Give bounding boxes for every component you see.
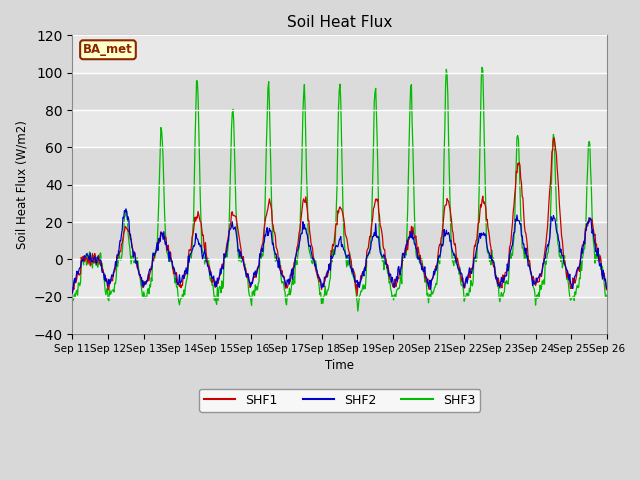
SHF3: [68, 291, 76, 297]
Line: SHF2: SHF2: [72, 209, 607, 293]
SHF1: [550, 135, 558, 141]
SHF1: [68, 290, 76, 296]
SHF3: [421, 279, 429, 285]
Bar: [72, 297, 607, 334]
Bar: [72, 72, 607, 110]
SHF3: [354, 308, 362, 314]
SHF2: [405, 234, 413, 240]
SHF1: [78, 259, 86, 264]
Bar: [72, 147, 607, 185]
SHF3: [478, 64, 486, 70]
SHF3: [133, 255, 141, 261]
SHF1: [188, 243, 195, 249]
SHF3: [216, 283, 223, 289]
Line: SHF1: SHF1: [72, 138, 607, 296]
Legend: SHF1, SHF2, SHF3: SHF1, SHF2, SHF3: [199, 389, 480, 411]
Line: SHF3: SHF3: [72, 67, 607, 311]
SHF2: [421, 264, 429, 270]
SHF3: [188, 255, 195, 261]
SHF1: [421, 275, 429, 280]
SHF1: [405, 236, 413, 242]
SHF3: [405, 137, 413, 143]
SHF1: [133, 264, 141, 270]
SHF2: [216, 266, 224, 272]
SHF3: [78, 258, 86, 264]
Bar: [72, 36, 607, 72]
Text: BA_met: BA_met: [83, 43, 133, 56]
SHF1: [603, 287, 611, 293]
SHF1: [353, 293, 361, 299]
SHF2: [603, 286, 611, 292]
SHF1: [216, 273, 223, 279]
SHF2: [188, 247, 196, 253]
SHF2: [78, 258, 86, 264]
SHF2: [122, 206, 130, 212]
SHF2: [134, 265, 141, 271]
Bar: [72, 110, 607, 147]
Bar: [72, 260, 607, 297]
Y-axis label: Soil Heat Flux (W/m2): Soil Heat Flux (W/m2): [15, 120, 28, 249]
Bar: [72, 222, 607, 260]
SHF3: [603, 292, 611, 298]
Title: Soil Heat Flux: Soil Heat Flux: [287, 15, 392, 30]
X-axis label: Time: Time: [325, 360, 354, 372]
Bar: [72, 185, 607, 222]
SHF2: [68, 290, 76, 296]
